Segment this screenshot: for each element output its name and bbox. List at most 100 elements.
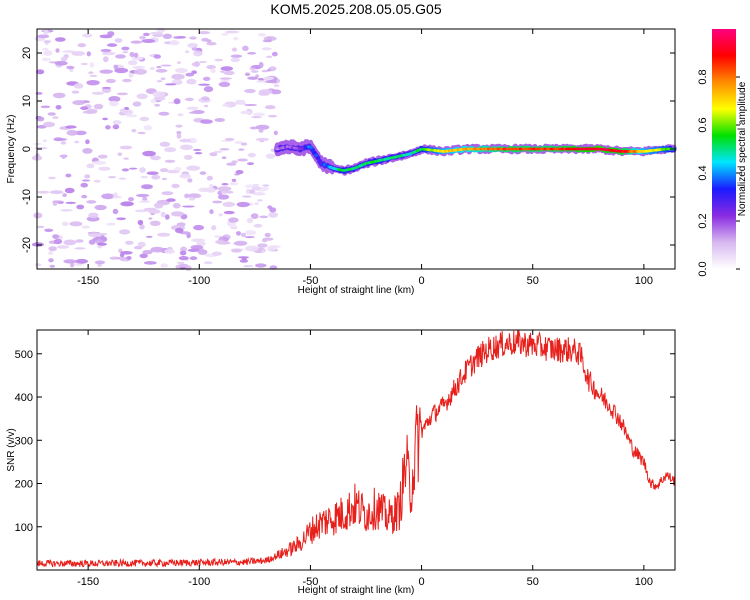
noise-speckle [186,165,201,171]
noise-speckle [122,109,134,115]
noise-speckle [252,183,260,187]
noise-speckle [242,265,254,268]
y-tick-label: -10 [21,189,33,205]
noise-speckle [213,150,223,153]
noise-speckle [150,98,157,104]
noise-speckle [237,256,250,259]
noise-speckle [167,169,180,174]
noise-speckle [150,246,164,253]
noise-speckle [215,239,225,244]
noise-speckle [198,187,210,192]
noise-speckle [189,36,197,40]
noise-speckle [107,43,118,47]
noise-speckle [261,249,267,253]
noise-speckle [85,139,90,145]
noise-speckle [209,152,218,157]
noise-speckle [262,39,272,43]
noise-speckle [175,227,184,234]
snr-panel: -150 -100 -50 0 50 100 100 200 300 400 500 Height… [6,329,676,596]
noise-speckle [265,55,273,58]
noise-speckle [56,245,70,249]
noise-speckle [76,204,85,210]
noise-speckle [141,184,153,190]
noise-speckle [190,245,204,250]
noise-speckle [119,145,133,150]
noise-speckle [136,193,150,198]
noise-speckle [109,100,119,107]
noise-speckle [223,70,235,76]
noise-speckle [193,224,205,231]
noise-speckle [255,137,270,142]
spectrogram-y-axis: -20 -10 0 10 20 [21,47,675,253]
noise-speckle [188,197,196,201]
noise-speckle [235,170,244,175]
noise-speckle [114,67,129,74]
noise-speckle [270,89,282,95]
noise-speckle [198,30,211,35]
noise-speckle [171,211,184,217]
noise-speckle [220,66,233,71]
noise-speckle [114,38,123,43]
noise-speckle [257,33,267,37]
snr-y-axis-label: SNR (v/v) [6,428,17,471]
noise-speckle [37,190,50,194]
noise-speckle [247,52,257,55]
noise-speckle [116,217,126,221]
noise-speckle [217,186,232,192]
noise-speckle [82,33,93,38]
noise-speckle [221,32,229,36]
noise-speckle [233,36,239,41]
noise-speckle [264,80,278,84]
noise-speckle [176,131,182,135]
noise-speckle [160,211,166,218]
noise-speckle [37,34,50,39]
noise-speckle [198,83,211,86]
noise-speckle [266,246,278,251]
noise-speckle [69,221,83,227]
noise-speckle [139,253,148,259]
noise-speckle [261,238,268,243]
noise-speckle [244,245,259,252]
noise-speckle [177,36,187,39]
noise-speckle [140,175,148,179]
noise-speckle [262,76,275,81]
noise-speckle [187,193,202,199]
noise-speckle [101,51,116,56]
spectrogram-y-axis-label: Frequency (Hz) [6,115,17,184]
noise-speckle [210,68,216,74]
noise-speckle [219,148,230,151]
noise-speckle [105,78,116,84]
noise-speckle [257,243,268,248]
noise-speckle [75,258,88,264]
noise-speckle [191,62,201,67]
noise-speckle [112,208,119,215]
noise-speckle [184,193,190,199]
noise-speckle [86,200,97,204]
x-tick-label: -150 [77,576,99,588]
colorbar-ticks: 0.0 0.2 0.4 0.6 0.8 [697,69,740,277]
noise-speckle [54,61,68,66]
noise-speckle [240,142,248,146]
spectrogram-ridge [274,139,677,176]
noise-speckle [198,61,208,63]
noise-speckle [176,133,182,139]
noise-speckle [244,104,257,106]
noise-speckle [35,91,43,95]
noise-speckle [159,141,171,147]
noise-speckle [121,46,130,51]
noise-speckle [43,29,49,35]
noise-speckle [52,92,66,99]
noise-speckle [120,201,134,207]
noise-speckle [36,116,45,122]
noise-speckle [214,58,224,62]
noise-speckle [97,242,107,246]
x-tick-label: 0 [419,275,425,287]
noise-speckle [115,54,126,59]
y-tick-label: 200 [15,479,33,491]
noise-speckle [117,152,123,156]
noise-speckle [120,251,133,255]
noise-speckle [93,179,101,183]
noise-speckle [118,177,127,180]
noise-speckle [182,205,195,208]
